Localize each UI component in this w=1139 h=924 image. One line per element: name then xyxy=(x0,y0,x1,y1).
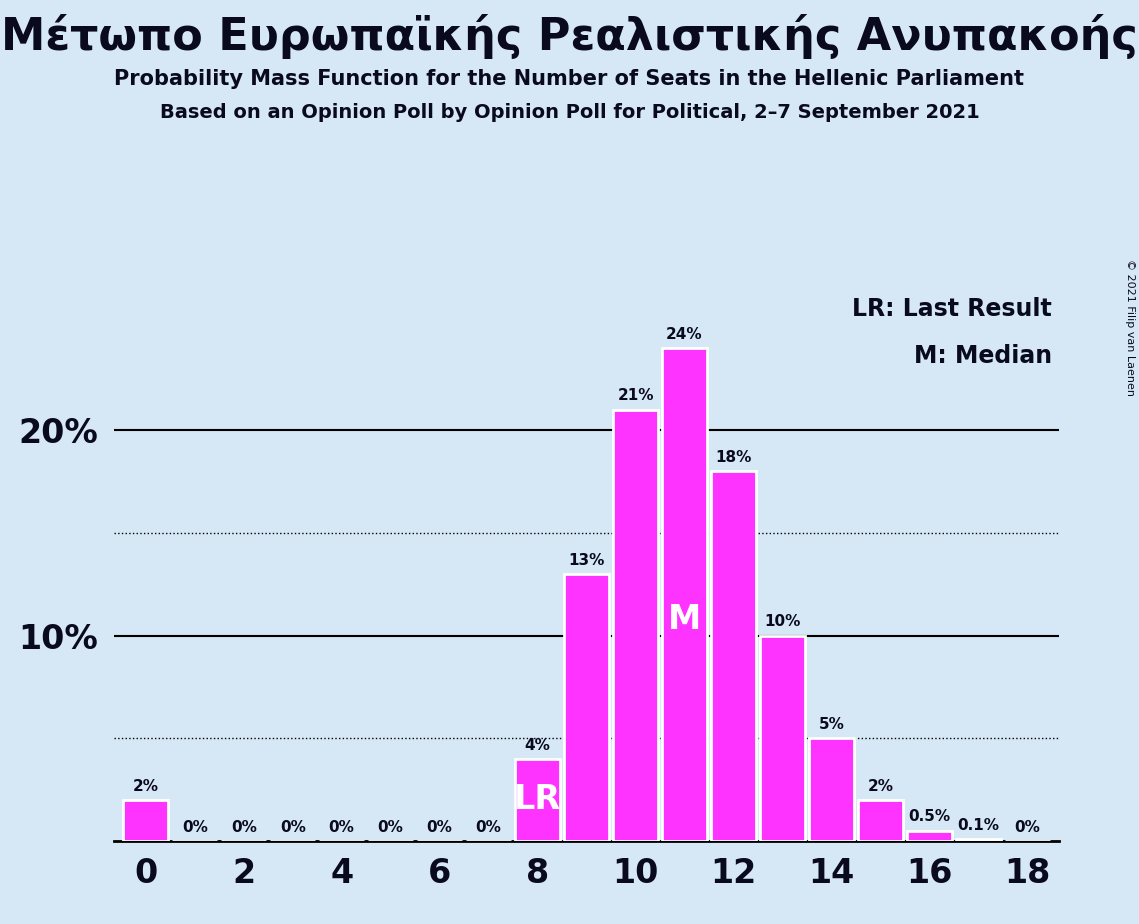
Text: Probability Mass Function for the Number of Seats in the Hellenic Parliament: Probability Mass Function for the Number… xyxy=(115,69,1024,90)
Text: 0%: 0% xyxy=(329,820,354,834)
Bar xyxy=(711,471,756,841)
Text: 13%: 13% xyxy=(568,553,605,567)
Text: 18%: 18% xyxy=(715,450,752,465)
Text: 0%: 0% xyxy=(427,820,452,834)
Text: 4%: 4% xyxy=(525,737,550,752)
Text: 0%: 0% xyxy=(280,820,305,834)
Text: LR: LR xyxy=(514,784,562,816)
Text: © 2021 Filip van Laenen: © 2021 Filip van Laenen xyxy=(1125,259,1134,395)
Text: M: M xyxy=(667,602,702,636)
Bar xyxy=(858,800,903,841)
Text: 0.1%: 0.1% xyxy=(958,818,999,833)
Text: 24%: 24% xyxy=(666,327,703,342)
Bar xyxy=(123,800,169,841)
Text: LR: Last Result: LR: Last Result xyxy=(852,297,1052,321)
Bar xyxy=(907,831,952,841)
Bar xyxy=(956,839,1001,841)
Bar xyxy=(613,409,658,841)
Text: 21%: 21% xyxy=(617,388,654,404)
Text: 0.5%: 0.5% xyxy=(909,809,951,824)
Text: M: Median: M: Median xyxy=(913,344,1052,368)
Text: 2%: 2% xyxy=(133,779,158,794)
Bar xyxy=(564,574,609,841)
Text: 0%: 0% xyxy=(476,820,501,834)
Text: Μέτωπο Ευρωπαϊκής Ρεαλιστικής Ανυπακοής: Μέτωπο Ευρωπαϊκής Ρεαλιστικής Ανυπακοής xyxy=(1,14,1138,59)
Text: 5%: 5% xyxy=(819,717,844,732)
Text: 0%: 0% xyxy=(182,820,207,834)
Text: 0%: 0% xyxy=(231,820,256,834)
Text: 0%: 0% xyxy=(378,820,403,834)
Bar xyxy=(662,348,707,841)
Text: 2%: 2% xyxy=(868,779,893,794)
Text: 10%: 10% xyxy=(764,614,801,629)
Text: 0%: 0% xyxy=(1015,820,1040,834)
Text: Based on an Opinion Poll by Opinion Poll for Political, 2–7 September 2021: Based on an Opinion Poll by Opinion Poll… xyxy=(159,103,980,123)
Bar xyxy=(515,759,560,841)
Bar xyxy=(809,738,854,841)
Bar xyxy=(760,636,805,841)
